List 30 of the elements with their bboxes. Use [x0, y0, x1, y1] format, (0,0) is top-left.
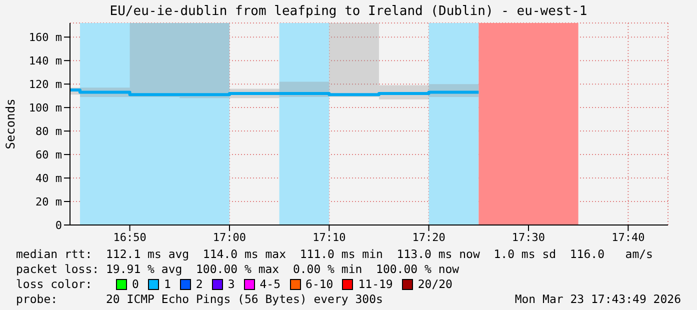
- x-tick-label: 17:30: [512, 230, 546, 244]
- y-tick-label: 60 m: [36, 148, 62, 162]
- text: 2: [194, 277, 203, 292]
- y-tick-label: 160 m: [28, 31, 62, 44]
- x-tick-label: 17:20: [412, 230, 446, 244]
- x-tick-label: 17:40: [612, 230, 645, 244]
- text: probe: 20 ICMP Echo Pings (56 Bytes) every 300s: [16, 292, 383, 307]
- text: loss color:: [16, 277, 94, 292]
- y-tick-label: 20 m: [36, 195, 62, 208]
- y-tick-label: 140 m: [28, 54, 62, 68]
- x-tick-label: 17:00: [212, 230, 246, 244]
- y-axis-title: Seconds: [3, 98, 18, 150]
- text: packet loss: 19.91 % avg 100.00 % max 0.00 % min 100.00 % now: [16, 262, 460, 277]
- y-tick-label: 80 m: [36, 124, 62, 138]
- y-tick-label: 40 m: [36, 172, 62, 185]
- text: 11-19: [357, 277, 393, 292]
- text: 6-10: [304, 277, 334, 292]
- text: 3: [226, 277, 235, 292]
- text: 4-5: [258, 277, 281, 292]
- x-tick-label: 17:10: [312, 230, 346, 244]
- text: 1: [162, 277, 171, 292]
- text: 20/20: [416, 277, 452, 292]
- x-tick-label: 16:50: [113, 230, 146, 244]
- y-tick-label: 120 m: [28, 78, 62, 91]
- y-tick-label: 100 m: [28, 101, 62, 114]
- y-tick-label: 0: [55, 218, 62, 232]
- text: 0: [131, 277, 139, 292]
- chart-title: EU/eu-ie-dublin from leafping to Ireland (Dublin) - eu-west-1: [108, 3, 588, 21]
- text: median rtt: 112.1 ms avg 114.0 ms max 111.0 ms min 113.0 ms now 1.0 ms sd 116.0 am/s: [16, 247, 654, 262]
- text: Mon Mar 23 17:43:49 2026: [514, 292, 681, 307]
